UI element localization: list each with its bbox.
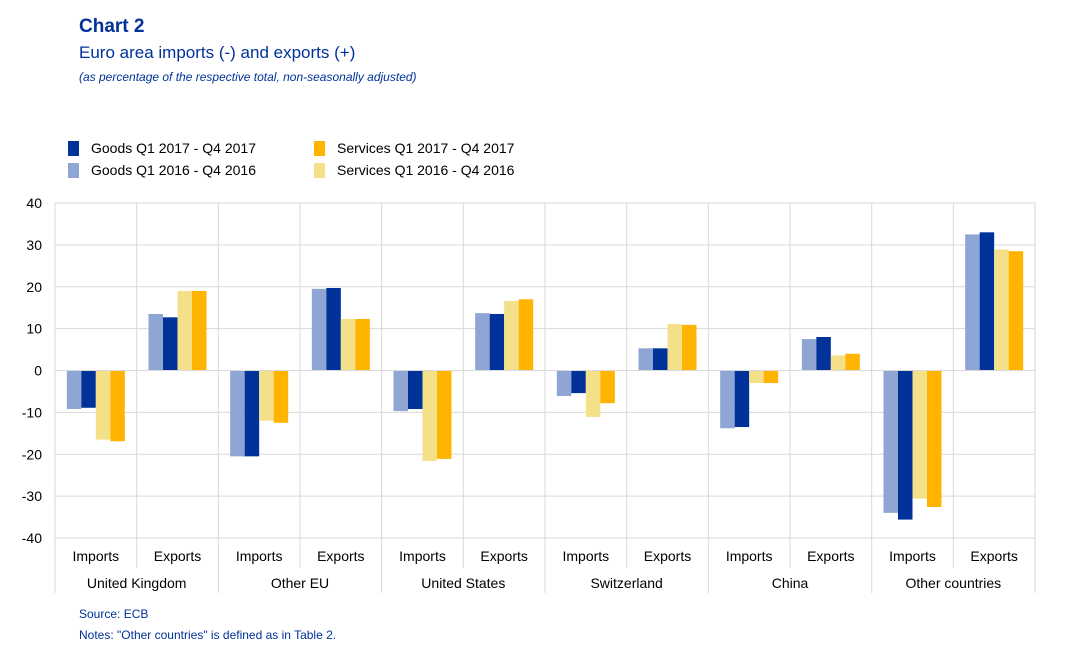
x-tick-label: Exports	[644, 548, 691, 564]
bar	[408, 370, 423, 410]
y-tick-label: 20	[26, 279, 42, 295]
x-tick-label: Exports	[970, 548, 1017, 564]
bar	[994, 249, 1009, 371]
chart-subtitle: (as percentage of the respective total, …	[79, 70, 417, 84]
bar	[927, 370, 942, 508]
bar	[163, 317, 178, 371]
x-tick-label: Imports	[236, 548, 283, 564]
bar	[504, 300, 519, 371]
bar	[720, 370, 735, 429]
x-tick-label: Exports	[807, 548, 854, 564]
legend-item-goods-2017: Goods Q1 2017 - Q4 2017	[68, 140, 256, 156]
legend-item-services-2016: Services Q1 2016 - Q4 2016	[314, 162, 514, 178]
bar	[326, 288, 341, 371]
y-tick-label: -10	[22, 404, 42, 420]
bar	[422, 370, 437, 461]
x-tick-label: Imports	[72, 548, 119, 564]
y-tick-label: 30	[26, 237, 42, 253]
bar	[749, 370, 764, 384]
bar	[393, 370, 408, 412]
source-note: Source: ECB	[79, 607, 149, 621]
y-tick-label: 40	[26, 195, 42, 211]
group-label: Other countries	[905, 575, 1001, 591]
chart-number: Chart 2	[79, 16, 145, 37]
group-label: United Kingdom	[87, 575, 187, 591]
legend-item-services-2017: Services Q1 2017 - Q4 2017	[314, 140, 514, 156]
x-tick-label: Exports	[317, 548, 364, 564]
bar	[437, 370, 452, 459]
x-tick-label: Imports	[726, 548, 773, 564]
y-tick-label: -30	[22, 488, 42, 504]
x-tick-label: Imports	[562, 548, 609, 564]
legend-swatch-goods-2017	[68, 140, 79, 156]
notes: Notes: "Other countries" is defined as i…	[79, 628, 337, 642]
bar	[273, 370, 289, 423]
x-tick-label: Exports	[480, 548, 527, 564]
group-label: United States	[421, 575, 505, 591]
bar	[912, 370, 927, 499]
bar	[230, 370, 245, 457]
group-label: Switzerland	[590, 575, 662, 591]
bar	[311, 288, 327, 371]
bar	[830, 355, 846, 371]
x-tick-label: Exports	[154, 548, 201, 564]
legend-swatch-services-2017	[314, 140, 325, 156]
bar	[682, 324, 697, 371]
bar	[816, 337, 831, 371]
legend-label-goods-2016: Goods Q1 2016 - Q4 2016	[91, 162, 256, 178]
bar	[177, 290, 192, 371]
bar	[653, 348, 668, 371]
bar	[667, 324, 682, 371]
bar	[585, 370, 601, 417]
bar	[518, 299, 534, 371]
bar	[148, 313, 163, 371]
bar	[556, 370, 572, 397]
bar	[110, 370, 125, 442]
bar	[81, 370, 96, 408]
bar	[259, 370, 274, 421]
bar	[355, 318, 370, 371]
bar	[192, 290, 207, 371]
bar	[638, 348, 653, 371]
group-label: Other EU	[271, 575, 329, 591]
legend-item-goods-2016: Goods Q1 2016 - Q4 2016	[68, 162, 256, 178]
y-tick-label: 0	[34, 363, 42, 379]
bar	[95, 370, 111, 440]
bar	[489, 313, 505, 371]
bar	[898, 370, 913, 520]
bar	[965, 234, 980, 371]
bar	[734, 370, 750, 428]
legend-label-services-2017: Services Q1 2017 - Q4 2017	[337, 140, 515, 156]
x-tick-label: Imports	[889, 548, 936, 564]
group-label: China	[772, 575, 809, 591]
legend-label-goods-2017: Goods Q1 2017 - Q4 2017	[91, 140, 256, 156]
bar	[600, 370, 615, 404]
bar	[1008, 251, 1024, 371]
y-tick-label: -40	[22, 530, 42, 546]
legend-swatch-goods-2016	[68, 162, 79, 178]
bar	[340, 318, 356, 371]
bar	[845, 353, 860, 371]
legend-label-services-2016: Services Q1 2016 - Q4 2016	[337, 162, 515, 178]
bar	[571, 370, 586, 394]
legend-swatch-services-2016	[314, 162, 325, 178]
chart-title: Euro area imports (-) and exports (+)	[79, 43, 356, 62]
legend: Goods Q1 2017 - Q4 2017 Goods Q1 2016 - …	[68, 140, 588, 184]
bar	[763, 370, 779, 384]
y-tick-label: 10	[26, 321, 42, 337]
bar	[66, 370, 82, 410]
bar	[979, 232, 995, 371]
bar	[244, 370, 260, 457]
bar	[801, 339, 817, 371]
x-tick-label: Imports	[399, 548, 446, 564]
bar	[475, 313, 490, 371]
bar	[883, 370, 898, 513]
y-tick-label: -20	[22, 446, 42, 462]
